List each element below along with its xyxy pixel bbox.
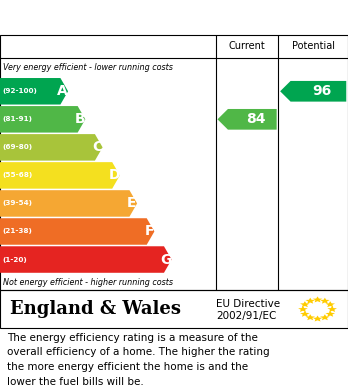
Polygon shape <box>280 81 346 102</box>
Text: F: F <box>144 224 154 239</box>
Text: A: A <box>57 84 68 98</box>
Text: England & Wales: England & Wales <box>10 300 181 318</box>
Text: Energy Efficiency Rating: Energy Efficiency Rating <box>10 9 239 27</box>
Polygon shape <box>320 298 330 304</box>
Text: G: G <box>160 253 172 267</box>
Text: 96: 96 <box>312 84 332 98</box>
Polygon shape <box>300 301 310 307</box>
Polygon shape <box>0 190 137 217</box>
Text: (1-20): (1-20) <box>3 256 27 262</box>
Text: 2002/91/EC: 2002/91/EC <box>216 311 276 321</box>
Text: (21-38): (21-38) <box>3 228 33 235</box>
Text: (55-68): (55-68) <box>3 172 33 178</box>
Text: overall efficiency of a home. The higher the rating: overall efficiency of a home. The higher… <box>7 347 270 357</box>
Text: 84: 84 <box>246 112 266 126</box>
Polygon shape <box>300 311 310 317</box>
Text: The energy efficiency rating is a measure of the: The energy efficiency rating is a measur… <box>7 333 258 343</box>
Text: Very energy efficient - lower running costs: Very energy efficient - lower running co… <box>3 63 173 72</box>
Polygon shape <box>0 134 103 161</box>
Polygon shape <box>325 301 335 307</box>
Text: lower the fuel bills will be.: lower the fuel bills will be. <box>7 377 144 387</box>
Polygon shape <box>320 314 330 320</box>
Text: C: C <box>92 140 102 154</box>
Text: Not energy efficient - higher running costs: Not energy efficient - higher running co… <box>3 278 174 287</box>
Polygon shape <box>0 218 155 245</box>
Polygon shape <box>327 306 337 312</box>
Polygon shape <box>313 296 322 302</box>
Polygon shape <box>0 106 85 133</box>
Text: (39-54): (39-54) <box>3 201 33 206</box>
Polygon shape <box>0 162 120 189</box>
Polygon shape <box>0 78 68 104</box>
Text: EU Directive: EU Directive <box>216 299 280 308</box>
Text: Potential: Potential <box>292 41 335 51</box>
Text: (92-100): (92-100) <box>3 88 38 94</box>
Polygon shape <box>313 316 322 321</box>
Text: (69-80): (69-80) <box>3 144 33 151</box>
Text: Current: Current <box>229 41 266 51</box>
Polygon shape <box>0 246 172 273</box>
Polygon shape <box>325 311 335 317</box>
Text: (81-91): (81-91) <box>3 116 33 122</box>
Polygon shape <box>298 306 308 312</box>
Polygon shape <box>306 314 315 320</box>
Polygon shape <box>306 298 315 304</box>
Polygon shape <box>218 109 277 130</box>
Text: D: D <box>109 169 120 183</box>
Text: B: B <box>75 112 85 126</box>
Text: E: E <box>127 196 136 210</box>
Text: the more energy efficient the home is and the: the more energy efficient the home is an… <box>7 362 248 372</box>
